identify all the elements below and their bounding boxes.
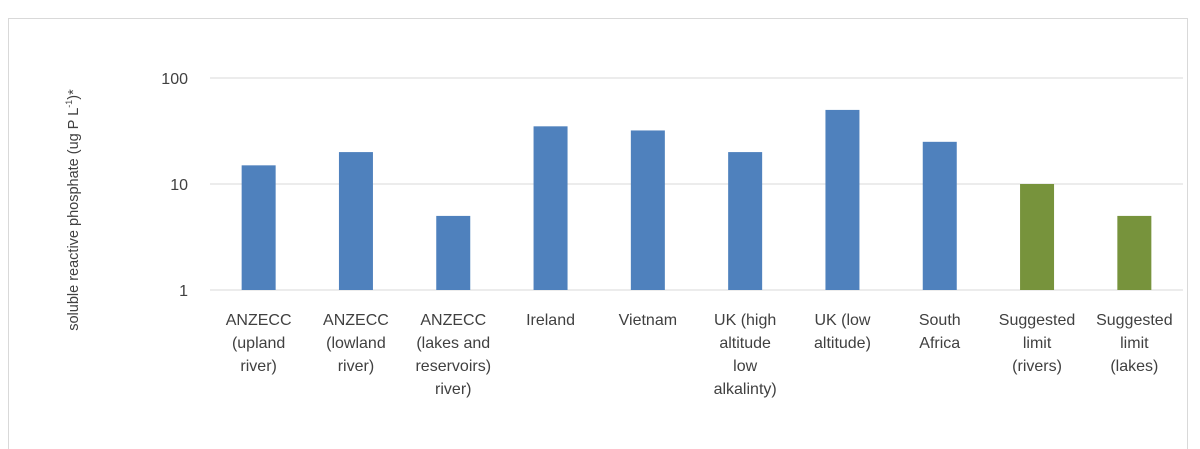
bar	[533, 126, 568, 290]
x-category-label: ANZECC (lowland river)	[323, 312, 389, 375]
bar	[922, 141, 957, 290]
bar	[630, 130, 665, 290]
y-tick-label: 1	[179, 283, 188, 300]
bar	[436, 215, 471, 290]
x-category-label: Suggested limit (lakes)	[1096, 312, 1173, 375]
bar	[1020, 184, 1055, 290]
bar	[825, 109, 860, 290]
x-category-label: UK (high altitude low alkalinty)	[714, 312, 777, 398]
chart-area	[8, 18, 1188, 449]
x-category-label: ANZECC (lakes and reservoirs) river)	[415, 312, 491, 398]
x-category-label: Ireland	[526, 312, 575, 329]
bar	[241, 165, 276, 290]
y-tick-label: 100	[161, 71, 188, 88]
y-tick-labels: 1 10 100	[161, 71, 188, 300]
x-category-label: Suggested limit (rivers)	[999, 312, 1076, 375]
x-category-label: ANZECC (upland river)	[226, 312, 292, 375]
bars	[241, 109, 1152, 290]
x-category-label: UK (low altitude)	[814, 312, 871, 352]
x-category-label: South Africa	[919, 312, 961, 352]
x-category-labels: ANZECC (upland river) ANZECC (lowland river) A…	[226, 312, 1173, 398]
x-category-label: Vietnam	[619, 312, 677, 329]
y-tick-label: 10	[170, 177, 188, 194]
bar	[338, 152, 373, 290]
bar	[1117, 215, 1152, 290]
bar	[728, 152, 763, 290]
y-axis-label: soluble reactive phosphate (ug P L-1)*	[64, 89, 82, 331]
